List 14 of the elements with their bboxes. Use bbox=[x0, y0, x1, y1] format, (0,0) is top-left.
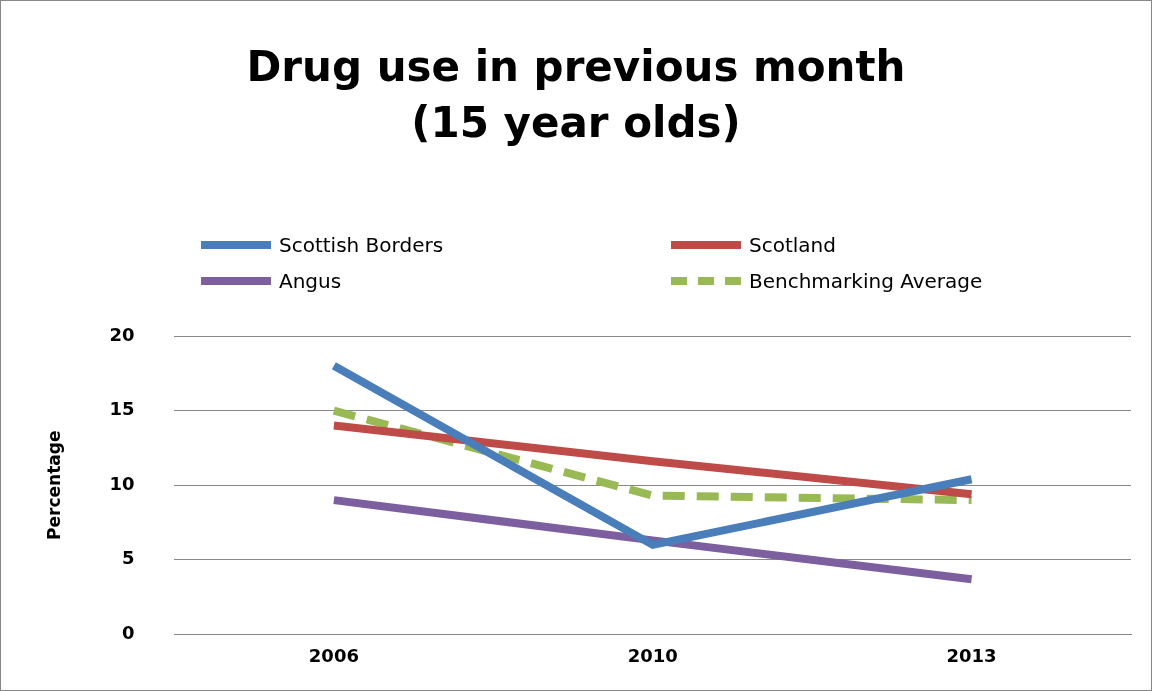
y-tick-label: 5 bbox=[121, 547, 135, 569]
legend-label: Scotland bbox=[749, 233, 836, 257]
y-tick-label: 0 bbox=[121, 622, 135, 644]
x-tick-label: 2010 bbox=[627, 644, 678, 666]
x-tick-label: 2013 bbox=[946, 644, 997, 666]
y-axis-title: Percentage bbox=[43, 430, 64, 540]
y-tick-label: 10 bbox=[109, 472, 135, 494]
legend-label: Angus bbox=[279, 269, 342, 293]
chart-title: Drug use in previous month (15 year olds) bbox=[245, 41, 907, 149]
y-tick-label: 15 bbox=[109, 398, 135, 420]
legend-label: Benchmarking Average bbox=[749, 269, 983, 293]
y-tick-label: 20 bbox=[109, 323, 135, 345]
legend-label: Scottish Borders bbox=[279, 233, 444, 257]
x-tick-label: 2006 bbox=[308, 644, 359, 666]
